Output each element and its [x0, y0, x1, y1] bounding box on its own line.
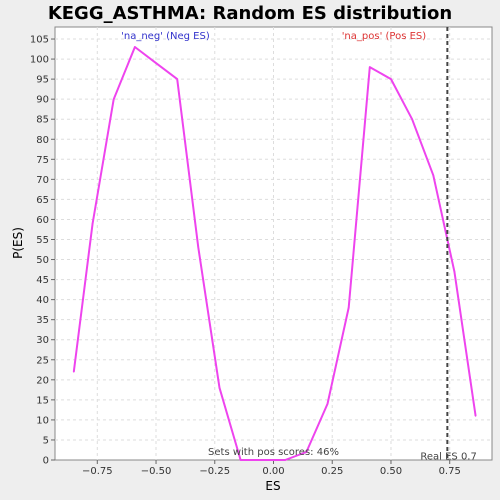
es-data-point	[91, 222, 94, 225]
y-tick-label: 65	[36, 195, 49, 206]
y-tick-label: 45	[36, 275, 49, 286]
x-tick-label: −0.50	[141, 466, 172, 477]
x-tick-label: −0.75	[82, 466, 113, 477]
y-tick-label: 70	[36, 175, 49, 186]
es-data-point	[197, 246, 200, 249]
y-tick-label: 5	[43, 435, 49, 446]
es-data-point	[326, 403, 329, 405]
x-axis: −0.75 −0.50 −0.25 0.00 0.25 0.50 0.75	[82, 460, 461, 477]
x-tick-label: 0.25	[321, 466, 343, 477]
annotation-layer: Real ES 0.7 'na_neg' (Neg ES) 'na_pos' (Po…	[121, 27, 477, 463]
es-data-point	[305, 451, 308, 453]
y-axis: 0 5 10 15 20 25 30 35 40 45 50 55 60 65 70 75 80 85 90 95 10…	[30, 35, 55, 467]
y-tick-label: 55	[36, 235, 49, 246]
y-tick-label: 10	[36, 415, 49, 426]
y-tick-label: 40	[36, 295, 49, 306]
y-tick-label: 80	[36, 135, 49, 146]
es-data-point	[155, 62, 157, 64]
es-data-point	[72, 370, 75, 373]
es-data-point	[260, 459, 263, 461]
y-tick-label: 90	[36, 95, 49, 106]
annotation-text: 'na_pos' (Pos ES)	[342, 31, 427, 42]
y-tick-label: 105	[30, 35, 49, 46]
es-data-point	[239, 459, 242, 461]
es-data-point	[218, 387, 221, 389]
y-tick-label: 75	[36, 155, 49, 166]
grid	[55, 27, 492, 460]
es-data-point	[474, 415, 477, 417]
y-tick-label: 0	[43, 456, 49, 467]
y-tick-label: 95	[36, 75, 49, 86]
x-tick-label: 0.75	[439, 466, 461, 477]
y-tick-label: 25	[36, 355, 49, 366]
y-tick-label: 15	[36, 395, 49, 406]
y-axis-label: P(ES)	[11, 227, 25, 259]
x-tick-label: −0.25	[199, 466, 230, 477]
y-tick-label: 100	[30, 55, 49, 66]
series-layer	[72, 46, 477, 461]
es-data-point	[432, 174, 435, 177]
y-tick-label: 50	[36, 255, 49, 266]
y-tick-label: 20	[36, 375, 49, 386]
annotation-text: Sets with pos scores: 46%	[208, 447, 339, 458]
es-distribution-line	[72, 46, 477, 461]
x-tick-label: 0.50	[380, 466, 402, 477]
y-tick-label: 60	[36, 215, 49, 226]
es-data-point	[369, 66, 371, 68]
es-data-point	[411, 118, 413, 121]
y-tick-label: 35	[36, 315, 49, 326]
y-tick-label: 85	[36, 115, 49, 126]
x-tick-label: 0.00	[262, 466, 284, 477]
es-data-point	[347, 306, 350, 309]
es-data-point	[284, 459, 287, 461]
es-data-point	[453, 270, 456, 273]
y-tick-label: 30	[36, 335, 49, 346]
real-es-label: Real ES 0.7	[420, 452, 476, 463]
es-data-point	[390, 78, 392, 80]
es-data-point	[176, 78, 178, 80]
es-data-point	[134, 46, 136, 48]
chart-title: KEGG_ASTHMA: Random ES distribution	[48, 3, 452, 24]
es-data-point	[112, 98, 115, 100]
annotation-text: 'na_neg' (Neg ES)	[121, 31, 210, 42]
x-axis-label: ES	[265, 479, 280, 493]
